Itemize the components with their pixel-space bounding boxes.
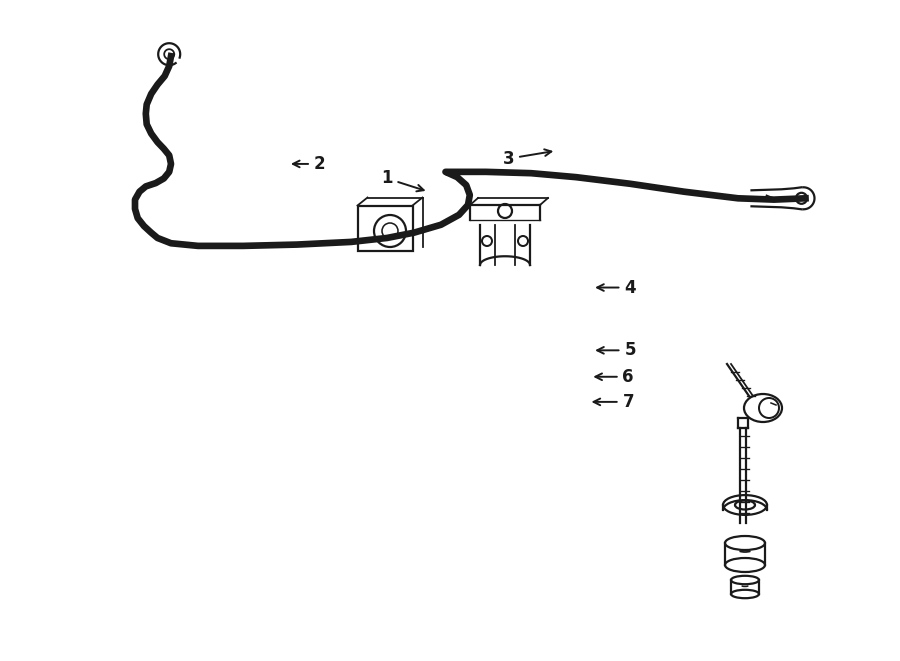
Ellipse shape bbox=[744, 394, 782, 422]
Ellipse shape bbox=[731, 576, 759, 584]
Text: 3: 3 bbox=[503, 149, 552, 168]
Text: 2: 2 bbox=[293, 155, 325, 173]
Ellipse shape bbox=[725, 558, 765, 572]
Ellipse shape bbox=[735, 500, 755, 510]
Text: 7: 7 bbox=[593, 393, 634, 411]
Ellipse shape bbox=[723, 495, 767, 515]
Ellipse shape bbox=[731, 590, 759, 598]
Ellipse shape bbox=[725, 536, 765, 550]
Text: 1: 1 bbox=[382, 169, 424, 191]
Text: 4: 4 bbox=[598, 278, 635, 297]
Text: 5: 5 bbox=[598, 341, 635, 360]
Text: 6: 6 bbox=[596, 368, 634, 386]
Bar bbox=[357, 206, 412, 251]
